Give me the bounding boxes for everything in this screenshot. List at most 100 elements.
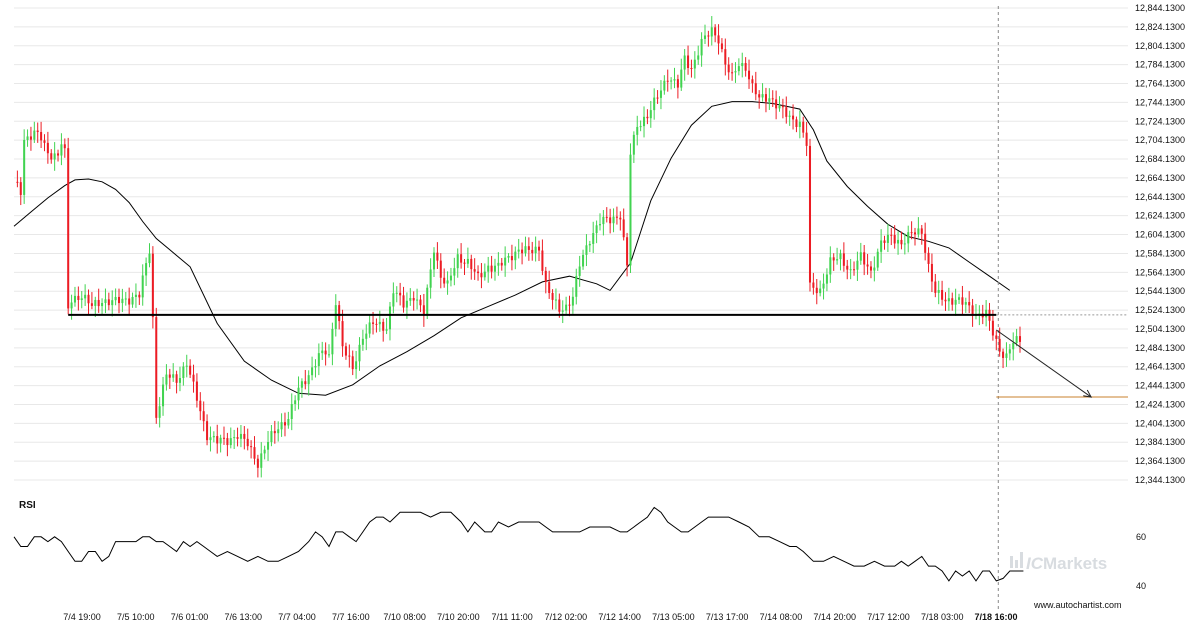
candle-body (29, 136, 32, 140)
candle-body (419, 299, 422, 306)
autochartist-source: www.autochartist.com (1033, 600, 1122, 610)
candle-body (263, 449, 266, 454)
candle-body (832, 257, 835, 261)
time-tick-label: 7/7 16:00 (332, 612, 370, 622)
candle-body (643, 116, 646, 127)
candle-body (155, 317, 158, 418)
price-tick-label: 12,424.1300 (1135, 399, 1185, 409)
candle-body (815, 287, 818, 294)
candle-body (314, 366, 317, 368)
candle-body (886, 234, 889, 243)
candle-body (324, 350, 327, 355)
candle-body (707, 35, 710, 37)
candle-body (111, 300, 114, 306)
candle-body (853, 269, 856, 271)
price-tick-label: 12,504.1300 (1135, 324, 1185, 334)
candle-body (863, 252, 866, 265)
candle-body (575, 275, 578, 297)
candle-body (273, 431, 276, 434)
candle-body (216, 436, 219, 444)
price-tick-label: 12,844.1300 (1135, 3, 1185, 13)
candle-body (409, 297, 412, 301)
time-tick-label: 7/14 20:00 (813, 612, 856, 622)
candle-body (788, 115, 791, 117)
candle-body (466, 258, 469, 264)
candle-body (53, 153, 56, 160)
candle-body (151, 253, 154, 318)
candle-body (913, 232, 917, 235)
candle-body (964, 302, 967, 305)
candle-body (632, 134, 635, 155)
candle-body (192, 374, 195, 382)
price-tick-label: 12,744.1300 (1135, 97, 1185, 107)
candle-body (117, 296, 121, 304)
time-tick-label: 7/7 04:00 (278, 612, 316, 622)
candle-body (585, 245, 588, 255)
candle-body (592, 233, 595, 244)
candle-body (720, 43, 723, 50)
candle-body (493, 265, 496, 272)
candle-body (941, 289, 944, 300)
candle-body (588, 243, 591, 246)
candle-body (436, 252, 439, 261)
candle-body (771, 98, 774, 100)
rsi-panel: RSI 60 40 (13, 500, 1146, 591)
candle-body (175, 374, 178, 383)
candle-body (50, 153, 53, 160)
candle-body (101, 302, 104, 307)
candle-body (659, 90, 662, 98)
candle-body (63, 144, 66, 149)
candle-body (764, 94, 767, 102)
rsi-tick-label: 40 (1136, 581, 1146, 591)
price-tick-label: 12,784.1300 (1135, 60, 1185, 70)
candle-body (920, 228, 923, 234)
candle-body (683, 55, 686, 70)
candle-body (714, 27, 717, 36)
candle-body (229, 438, 232, 446)
candle-body (856, 260, 859, 270)
candle-body (348, 355, 351, 357)
candle-body (141, 275, 144, 298)
candle-body (148, 253, 151, 264)
candle-body (781, 105, 784, 108)
candle-body (656, 97, 659, 99)
ic-markets-logo-icon (1010, 552, 1023, 568)
candle-body (897, 239, 900, 244)
price-tick-label: 12,764.1300 (1135, 79, 1185, 89)
candle-body (883, 240, 886, 243)
candle-body (290, 404, 293, 420)
candle-body (344, 346, 347, 356)
candle-body (40, 132, 43, 141)
candle-body (846, 265, 849, 270)
candle-body (548, 282, 551, 293)
candle-body (412, 297, 415, 301)
moving-average-line (13, 101, 1011, 396)
candle-body (646, 116, 649, 119)
candle-body (869, 266, 872, 271)
candle-body (206, 421, 209, 441)
candle-body (538, 246, 541, 251)
candle-body (280, 422, 283, 430)
candlestick-series (16, 16, 1022, 478)
candle-body (500, 262, 503, 266)
pattern-lines-layer (68, 6, 1128, 612)
candle-body (307, 375, 310, 385)
candle-body (477, 271, 480, 274)
candle-body (67, 148, 70, 309)
candle-body (703, 35, 707, 39)
candle-body (598, 224, 602, 226)
candle-body (910, 232, 913, 234)
price-tick-label: 12,824.1300 (1135, 22, 1185, 32)
candle-body (168, 374, 171, 378)
time-tick-label: 7/13 05:00 (652, 612, 695, 622)
rsi-tick-label: 60 (1136, 532, 1146, 542)
candle-body (446, 280, 449, 284)
candle-body (551, 292, 554, 300)
candle-body (222, 437, 226, 439)
candle-body (991, 320, 994, 336)
price-tick-label: 12,624.1300 (1135, 211, 1185, 221)
candle-body (653, 97, 656, 111)
price-tick-label: 12,584.1300 (1135, 248, 1185, 258)
candle-body (568, 304, 571, 306)
candle-body (311, 367, 314, 376)
